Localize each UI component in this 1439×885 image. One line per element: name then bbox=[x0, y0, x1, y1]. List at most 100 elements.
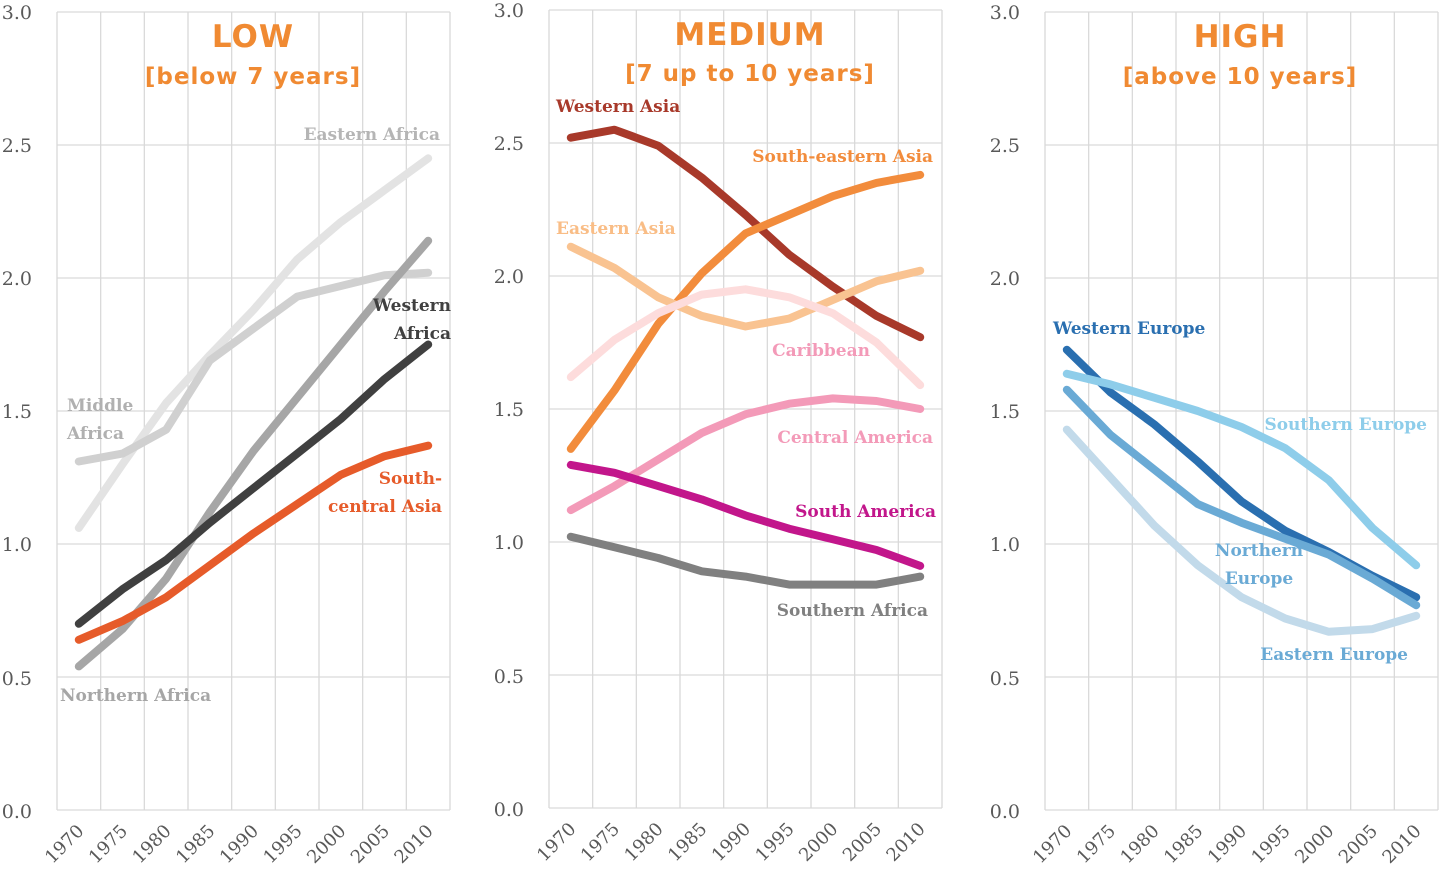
y-tick-label-2: 1.0 bbox=[990, 534, 1020, 556]
x-tick-label-2005: 2005 bbox=[347, 821, 394, 868]
y-axis-tick-labels: 0.0 0.5 1.0 1.5 2.0 2.5 3.0 bbox=[990, 2, 1020, 823]
y-tick-label-3: 1.5 bbox=[2, 401, 32, 423]
y-tick-label-4: 2.0 bbox=[2, 268, 32, 290]
series-labels: Western Europe Southern Europe Northern E… bbox=[1052, 319, 1427, 665]
panel-title-medium: MEDIUM bbox=[674, 17, 825, 53]
gridlines bbox=[56, 11, 451, 811]
series-label-western-asia: Western Asia bbox=[555, 97, 680, 117]
x-tick-label-2010: 2010 bbox=[882, 819, 929, 866]
series-lines bbox=[74, 154, 433, 671]
series-labels: Eastern Africa Middle Africa Northern Afr… bbox=[60, 125, 451, 706]
x-tick-label-1980: 1980 bbox=[128, 821, 175, 868]
series-label-southern-africa: Southern Africa bbox=[777, 601, 928, 621]
series-line-western-asia bbox=[566, 125, 925, 342]
y-tick-label-6: 3.0 bbox=[2, 2, 32, 24]
panel-title-high: HIGH bbox=[1194, 19, 1287, 55]
x-tick-label-1995: 1995 bbox=[751, 819, 798, 866]
y-tick-label-1: 0.5 bbox=[990, 668, 1020, 690]
series-line-south-america bbox=[566, 460, 925, 570]
series-label-southern-europe: Southern Europe bbox=[1264, 415, 1427, 435]
series-label-central-america: Central America bbox=[777, 428, 933, 448]
series-line-southern-africa bbox=[566, 532, 925, 589]
series-line-northern-europe bbox=[1062, 385, 1421, 610]
series-label-western-africa: Western Africa bbox=[372, 296, 451, 344]
series-line-eastern-africa bbox=[74, 154, 433, 532]
y-tick-label-3: 1.5 bbox=[494, 399, 524, 421]
x-tick-label-2005: 2005 bbox=[839, 819, 886, 866]
series-line-middle-africa bbox=[74, 268, 433, 466]
y-tick-label-1: 0.5 bbox=[494, 666, 524, 688]
x-axis-tick-labels: 1970 1975 1980 1985 1990 1995 2000 2005 … bbox=[41, 821, 438, 868]
series-label-eastern-africa: Eastern Africa bbox=[304, 125, 440, 145]
y-tick-label-5: 2.5 bbox=[990, 135, 1020, 157]
series-label-caribbean: Caribbean bbox=[772, 341, 870, 361]
series-line-eastern-asia bbox=[566, 242, 925, 331]
y-tick-label-4: 2.0 bbox=[494, 266, 524, 288]
series-line-southern-europe bbox=[1062, 369, 1421, 570]
x-tick-label-1995: 1995 bbox=[259, 821, 306, 868]
panel-subtitle-high: [above 10 years] bbox=[1123, 64, 1358, 90]
x-tick-label-1975: 1975 bbox=[1073, 821, 1120, 868]
panel-low: 0.0 0.5 1.0 1.5 2.0 2.5 3.0 1970 1975 19… bbox=[2, 2, 451, 868]
x-tick-label-2000: 2000 bbox=[795, 819, 842, 866]
x-tick-label-1975: 1975 bbox=[577, 819, 624, 866]
x-tick-label-1990: 1990 bbox=[1204, 821, 1251, 868]
x-tick-label-1985: 1985 bbox=[172, 821, 219, 868]
x-tick-label-1970: 1970 bbox=[533, 819, 580, 866]
series-line-south-eastern-asia bbox=[566, 170, 925, 453]
panel-medium: 0.0 0.5 1.0 1.5 2.0 2.5 3.0 1970 1975 19… bbox=[494, 0, 943, 866]
y-tick-label-2: 1.0 bbox=[2, 534, 32, 556]
x-tick-label-1985: 1985 bbox=[664, 819, 711, 866]
x-tick-label-2000: 2000 bbox=[1291, 821, 1338, 868]
x-axis-tick-labels: 1970 1975 1980 1985 1990 1995 2000 2005 … bbox=[1029, 821, 1426, 868]
y-tick-label-0: 0.0 bbox=[494, 799, 524, 821]
panel-subtitle-medium: [7 up to 10 years] bbox=[625, 61, 875, 87]
series-label-northern-europe: Northern Europe bbox=[1215, 541, 1303, 589]
series-label-south-america: South America bbox=[795, 502, 936, 522]
panel-title-low: LOW bbox=[212, 19, 294, 55]
y-tick-label-2: 1.0 bbox=[494, 532, 524, 554]
y-tick-label-1: 0.5 bbox=[2, 668, 32, 690]
series-line-south-central-asia bbox=[74, 441, 433, 644]
series-label-eastern-asia: Eastern Asia bbox=[556, 219, 676, 239]
x-tick-label-2005: 2005 bbox=[1335, 821, 1382, 868]
series-label-middle-africa: Middle Africa bbox=[66, 396, 134, 444]
x-axis-tick-labels: 1970 1975 1980 1985 1990 1995 2000 2005 … bbox=[533, 819, 930, 866]
series-line-caribbean bbox=[566, 285, 925, 390]
series-lines bbox=[566, 125, 925, 589]
y-tick-label-5: 2.5 bbox=[494, 133, 524, 155]
x-tick-label-1975: 1975 bbox=[85, 821, 132, 868]
x-tick-label-1990: 1990 bbox=[216, 821, 263, 868]
x-tick-label-1990: 1990 bbox=[708, 819, 755, 866]
gridlines bbox=[1044, 11, 1439, 811]
y-tick-label-0: 0.0 bbox=[2, 801, 32, 823]
series-label-south-central-asia: South-central Asia bbox=[328, 469, 442, 517]
series-line-eastern-europe bbox=[1062, 425, 1421, 636]
x-tick-label-1980: 1980 bbox=[620, 819, 667, 866]
y-tick-label-3: 1.5 bbox=[990, 401, 1020, 423]
series-label-northern-africa: Northern Africa bbox=[60, 686, 211, 706]
y-tick-label-4: 2.0 bbox=[990, 268, 1020, 290]
x-tick-label-2000: 2000 bbox=[303, 821, 350, 868]
y-axis-tick-labels: 0.0 0.5 1.0 1.5 2.0 2.5 3.0 bbox=[494, 0, 524, 821]
series-labels: Western Asia South-eastern Asia Eastern … bbox=[555, 97, 936, 621]
y-tick-label-5: 2.5 bbox=[2, 135, 32, 157]
series-label-eastern-europe: Eastern Europe bbox=[1260, 645, 1408, 665]
series-lines bbox=[1062, 345, 1421, 636]
x-tick-label-1980: 1980 bbox=[1116, 821, 1163, 868]
y-tick-label-6: 3.0 bbox=[494, 0, 524, 22]
series-line-western-africa bbox=[74, 340, 433, 628]
series-label-south-eastern-asia: South-eastern Asia bbox=[752, 147, 933, 167]
series-line-central-america bbox=[566, 394, 925, 515]
y-tick-label-0: 0.0 bbox=[990, 801, 1020, 823]
y-tick-label-6: 3.0 bbox=[990, 2, 1020, 24]
panel-subtitle-low: [below 7 years] bbox=[145, 64, 361, 90]
x-tick-label-2010: 2010 bbox=[1378, 821, 1425, 868]
x-tick-label-1970: 1970 bbox=[41, 821, 88, 868]
x-tick-label-1985: 1985 bbox=[1160, 821, 1207, 868]
x-tick-label-1970: 1970 bbox=[1029, 821, 1076, 868]
y-axis-tick-labels: 0.0 0.5 1.0 1.5 2.0 2.5 3.0 bbox=[2, 2, 32, 823]
gridlines bbox=[548, 9, 943, 809]
series-label-western-europe: Western Europe bbox=[1052, 319, 1205, 339]
